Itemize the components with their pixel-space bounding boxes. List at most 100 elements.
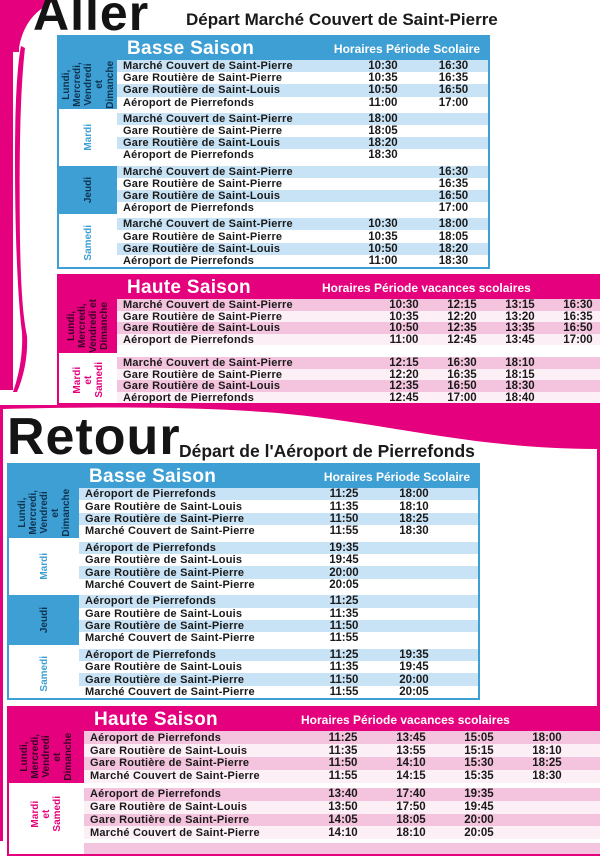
time-cell: 18:15 [505,368,535,381]
stop-row: Marché Couvert de Saint-Pierre 16:30 [117,165,488,178]
stop-name: Aéroport de Pierrefonds [123,254,255,267]
stop-name: Gare Routière de Saint-Pierre [123,125,283,138]
season-header: Haute Saison Horaires Période vacances sc… [9,708,600,732]
stop-row: Gare Routière de Saint-Pierre 10:35 16:35 [117,72,488,85]
stop-row: Aéroport de Pierrefonds 11:25 19:35 [79,648,478,662]
stop-rows: Marché Couvert de Saint-Pierre 10:30 16:30… [117,60,488,109]
time-cell: 16:35 [438,177,469,190]
time-cell: 17:40 [396,788,426,801]
time-cell: 11:25 [329,648,359,661]
time-cell: 10:50 [368,242,398,255]
time-cell: 10:35 [368,72,398,85]
time-cell: 15:35 [464,770,494,783]
stop-name: Gare Routière de Saint-Pierre [85,566,245,579]
time-cell: 11:35 [329,607,359,620]
time-cell: 11:35 [329,661,359,674]
stop-rows: Aéroport de Pierrefonds 11:25 19:35 Gare Ro… [79,648,478,699]
retour-tables: Basse Saison Horaires Période Scolaire Lun… [7,463,600,857]
stop-name: Aéroport de Pierrefonds [85,541,217,554]
stop-name: Marché Couvert de Saint-Pierre [123,299,293,311]
time-cell: 11:55 [329,525,359,538]
day-label-line: Vendredi et [82,63,105,106]
time-cell: 12:45 [389,391,419,404]
stop-name: Marché Couvert de Saint-Pierre [123,356,293,369]
time-cell: 11:00 [368,254,398,267]
stop-row: Aéroport de Pierrefonds 17:00 [117,202,488,215]
time-cell: 17:00 [438,96,469,109]
time-cell: 14:15 [396,770,426,783]
stop-name: Gare Routière de Saint-Pierre [85,620,245,633]
stop-name: Marché Couvert de Saint-Pierre [85,632,255,645]
stop-name: Gare Routière de Saint-Louis [123,84,281,97]
time-cell: 10:35 [389,310,419,323]
aller-basse-saison-table: Basse Saison Horaires Période Scolaire Lun… [57,35,490,269]
stop-rows: Marché Couvert de Saint-Pierre 10:30 12:15… [117,299,600,353]
stop-name: Gare Routière de Saint-Pierre [123,310,283,323]
stop-row: Aéroport de Pierrefonds 11:00 18:30 [117,254,488,267]
stop-row: Gare Routière de Saint-Louis 11:35 18:10 [79,500,478,513]
day-label-line: Mercredi, [27,490,39,536]
stop-name: Gare Routière de Saint-Pierre [90,814,250,827]
time-cell: 10:30 [368,218,398,231]
period-label: Horaires Période Scolaire [333,41,480,56]
time-cell: 11:35 [328,744,358,757]
stop-name: Gare Routière de Saint-Louis [123,189,281,202]
aller-haute-saison-table: Haute Saison Horaires Période vacances sc… [57,274,600,406]
stop-name: Marché Couvert de Saint-Pierre [90,770,260,783]
stop-row: Aéroport de Pierrefonds 19:35 [79,541,478,554]
stop-name: Aéroport de Pierrefonds [90,731,222,744]
stop-row: Gare Routière de Saint-Louis 10:50 18:20 [117,242,488,255]
time-cell: 16:30 [438,165,469,178]
time-cell: 18:10 [396,826,426,839]
day-label-line: Dimanche [63,733,74,781]
stop-row: Aéroport de Pierrefonds 13:40 17:40 19:35 [84,787,600,801]
season-label: Haute Saison [94,708,218,730]
stop-row: Gare Routière de Saint-Louis 16:50 [117,189,488,203]
stop-name: Marché Couvert de Saint-Pierre [85,525,255,538]
stop-row: Gare Routière de Saint-Pierre 14:05 18:05 2… [84,813,600,827]
day-label: Samedi [39,656,50,692]
stop-name: Marché Couvert de Saint-Pierre [90,826,260,839]
day-group: Lundi, Mercredi, Vendredi et Dimanche Marché… [59,299,600,353]
stop-name: Gare Routière de Saint-Pierre [123,72,283,85]
time-cell: 18:05 [396,814,426,827]
day-label-line: Jeudi [38,606,50,633]
aller-tables: Basse Saison Horaires Période Scolaire Lun… [57,35,600,406]
stop-name: Marché Couvert de Saint-Pierre [85,686,255,699]
stop-name: Gare Routière de Saint-Louis [123,242,281,255]
stop-rows: Aéroport de Pierrefonds 13:40 17:40 19:35 Ga… [84,787,600,840]
aller-subtitle: Départ Marché Couvert de Saint-Pierre [186,10,498,29]
time-cell: 11:50 [329,512,359,525]
stop-rows: Marché Couvert de Saint-Pierre 16:30 Gare … [117,165,488,215]
period-label: Horaires Période vacances scolaires [301,712,510,727]
day-cell: Jeudi [59,165,117,215]
stop-row: Marché Couvert de Saint-Pierre 18:00 [117,112,488,125]
day-cell: Mardi [59,113,117,162]
stop-row: Marché Couvert de Saint-Pierre 10:30 12:15… [117,299,600,311]
stop-rows: Aéroport de Pierrefonds 11:25 Gare Routièr… [79,595,478,645]
stop-row: Gare Routière de Saint-Louis 11:35 13:55 15… [84,744,600,758]
stop-name: Gare Routière de Saint-Louis [123,380,281,393]
day-label-line: Mercredi, [30,734,41,780]
time-cell: 16:30 [447,356,477,369]
time-cell: 11:50 [329,620,359,633]
time-cell: 20:00 [399,673,429,686]
time-cell: 11:00 [389,333,419,346]
day-label-line: Mardi [38,553,50,580]
day-label-line: Dimanche [60,488,72,537]
time-cell: 15:30 [464,757,494,770]
day-cell: Mardi [9,542,79,592]
day-label-line: Vendredi et [38,491,61,534]
stop-name: Aéroport de Pierrefonds [123,96,255,109]
time-cell: 20:00 [464,814,494,827]
time-cell: 18:10 [505,356,535,369]
day-group: Samedi Aéroport de Pierrefonds 11:25 19:35 G… [9,648,478,699]
pink-ribbon-decoration [0,0,57,392]
time-cell: 13:50 [328,801,358,814]
time-cell: 18:30 [532,770,562,783]
day-cell: Jeudi [9,595,79,645]
stop-row: Marché Couvert de Saint-Pierre 10:30 18:00 [117,218,488,231]
stop-row: Marché Couvert de Saint-Pierre 11:55 14:15… [84,769,600,783]
time-cell: 18:00 [532,731,562,744]
stop-name: Gare Routière de Saint-Louis [90,801,248,814]
